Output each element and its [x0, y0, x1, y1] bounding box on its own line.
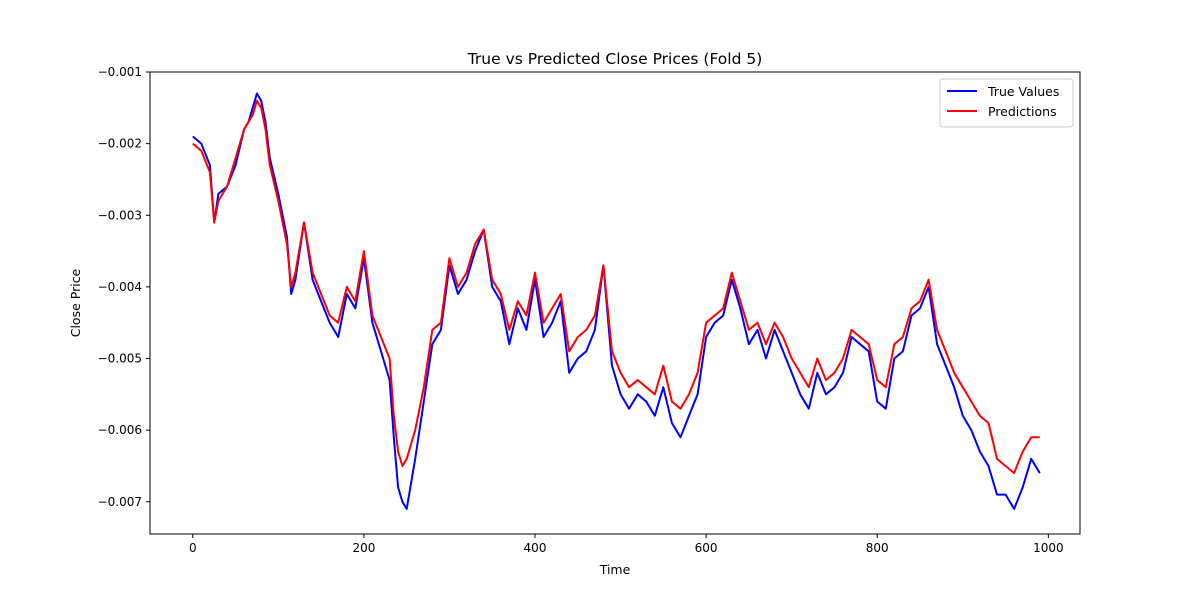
y-tick-label: −0.007 — [98, 495, 142, 509]
x-tick-label: 400 — [524, 541, 547, 555]
y-tick-label: −0.001 — [98, 65, 142, 79]
y-tick-label: −0.006 — [98, 423, 142, 437]
y-tick-label: −0.005 — [98, 352, 142, 366]
x-tick-label: 800 — [866, 541, 889, 555]
x-axis-label: Time — [599, 562, 631, 577]
x-tick-label: 200 — [352, 541, 375, 555]
y-axis: −0.007 −0.006 −0.005 −0.004 −0.003 −0.002 −0.0… — [98, 65, 150, 509]
y-tick-label: −0.003 — [98, 208, 142, 222]
legend-label-predictions: Predictions — [988, 104, 1057, 119]
plot-frame — [149, 71, 1081, 535]
chart-title: True vs Predicted Close Prices (Fold 5) — [467, 50, 763, 68]
series-layer — [192, 92, 1041, 510]
y-axis-label: Close Price — [68, 268, 83, 337]
y-tick-label: −0.002 — [98, 137, 142, 151]
plot-area — [150, 72, 1080, 534]
legend: True Values Predictions — [939, 78, 1074, 128]
x-axis: 0 200 400 600 800 1000 — [189, 534, 1064, 555]
series-line-predictions — [192, 99, 1040, 475]
y-tick-label: −0.004 — [98, 280, 142, 294]
x-tick-label: 1000 — [1033, 541, 1064, 555]
x-tick-label: 600 — [695, 541, 718, 555]
legend-label-true-values: True Values — [987, 84, 1059, 99]
x-tick-label: 0 — [189, 541, 197, 555]
